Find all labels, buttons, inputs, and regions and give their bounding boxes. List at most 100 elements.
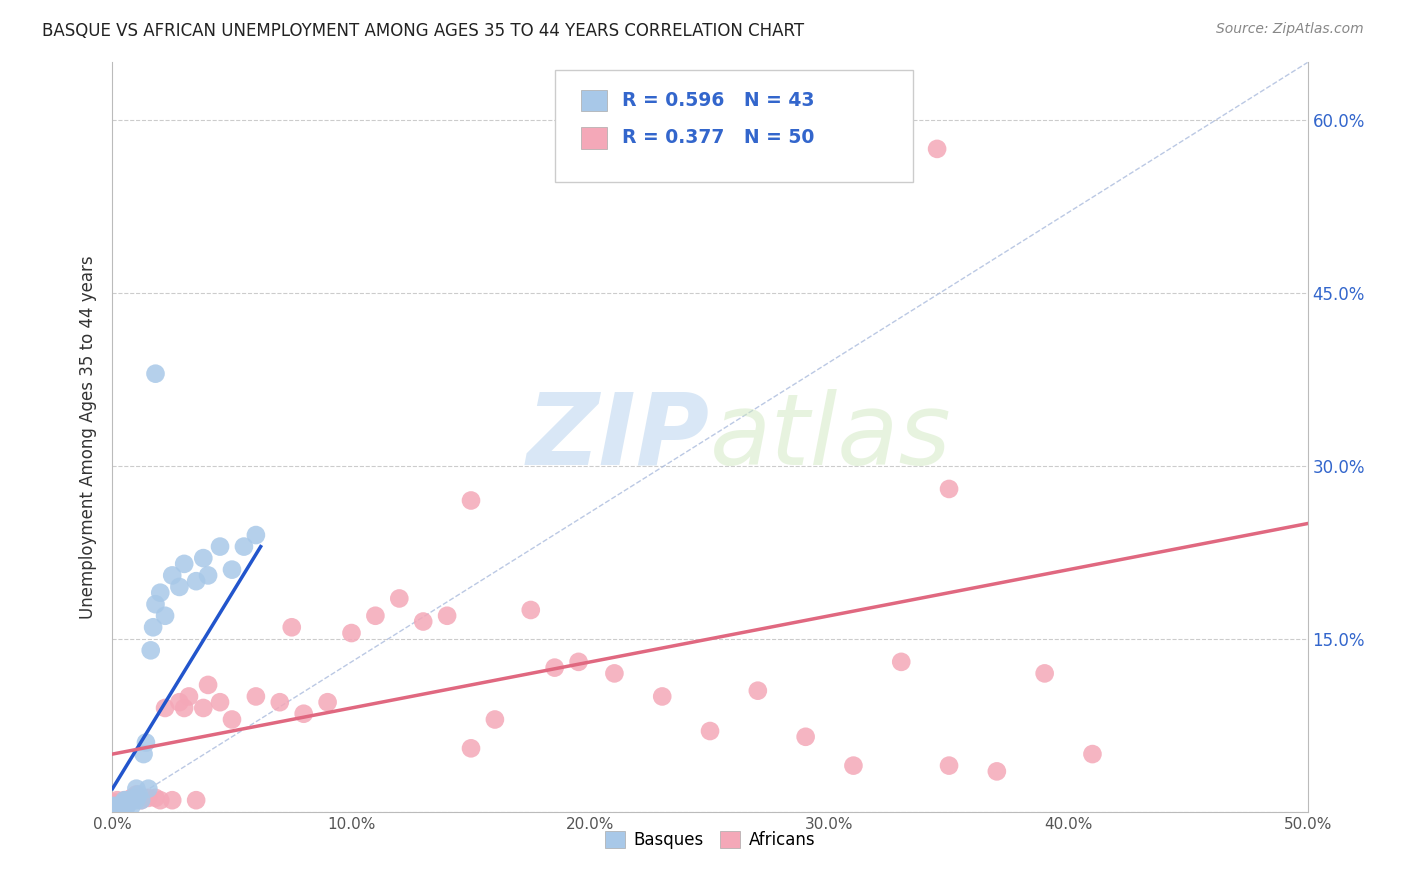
Point [135,735,157,749]
Point [105,805,128,819]
Point [436,608,458,623]
Point [118,796,141,810]
Point [111,797,134,811]
Point [412,615,434,629]
Point [145,790,167,805]
Point [121,790,143,805]
Point [132,747,155,761]
Point [108,802,131,816]
Point [129,793,152,807]
Point [186,574,208,589]
Point [114,797,135,812]
Point [125,788,148,802]
Point [794,730,817,744]
Point [105,800,128,814]
Point [101,799,124,814]
Point [233,540,256,554]
Point [153,608,176,623]
Point [520,603,543,617]
Point [186,793,208,807]
Point [842,758,865,772]
Point [145,597,167,611]
Point [1033,666,1056,681]
Point [221,713,243,727]
Point [115,799,138,814]
Point [162,793,183,807]
Point [104,805,127,819]
Point [269,695,291,709]
Point [177,690,200,704]
Point [121,799,143,814]
Point [938,482,960,496]
Point [364,608,387,623]
Point [193,701,215,715]
Point [138,790,160,805]
Point [197,568,219,582]
Point [603,666,626,681]
Point [105,793,128,807]
Point [149,585,172,599]
Point [114,802,135,816]
Point [162,568,183,582]
Point [138,781,160,796]
Point [221,563,243,577]
Point [543,660,565,674]
Point [111,799,134,814]
Point [111,800,134,814]
Point [139,643,162,657]
Point [568,655,591,669]
Point [104,796,127,810]
Point [101,801,124,815]
Point [340,626,363,640]
Point [118,796,141,810]
Point [149,793,172,807]
Text: R = 0.596   N = 43: R = 0.596 N = 43 [621,91,814,110]
Point [890,655,912,669]
Text: Source: ZipAtlas.com: Source: ZipAtlas.com [1216,22,1364,37]
Point [388,591,411,606]
Point [114,793,135,807]
Point [209,695,232,709]
Point [927,142,949,156]
FancyBboxPatch shape [554,70,914,182]
Point [699,724,721,739]
Point [209,540,232,554]
FancyBboxPatch shape [581,90,607,112]
Point [125,781,148,796]
Point [114,793,135,807]
Point [173,701,195,715]
FancyBboxPatch shape [581,128,607,149]
Point [197,678,219,692]
Point [101,799,124,814]
Point [316,695,339,709]
Point [651,690,673,704]
Point [169,580,191,594]
Point [115,793,138,807]
Text: atlas: atlas [710,389,952,485]
Point [122,790,145,805]
Point [938,758,960,772]
Point [986,764,1008,779]
Point [292,706,315,721]
Point [1081,747,1104,761]
Point [484,713,506,727]
Point [104,801,127,815]
Text: BASQUE VS AFRICAN UNEMPLOYMENT AMONG AGES 35 TO 44 YEARS CORRELATION CHART: BASQUE VS AFRICAN UNEMPLOYMENT AMONG AGE… [42,22,804,40]
Point [281,620,304,634]
Legend: Basques, Africans: Basques, Africans [599,824,821,855]
Point [125,793,148,807]
Point [145,367,167,381]
Text: R = 0.377   N = 50: R = 0.377 N = 50 [621,128,814,147]
Point [173,557,195,571]
Point [108,799,131,814]
Point [193,551,215,566]
Point [153,701,176,715]
Point [142,620,165,634]
Text: ZIP: ZIP [527,389,710,485]
Y-axis label: Unemployment Among Ages 35 to 44 years: Unemployment Among Ages 35 to 44 years [79,255,97,619]
Point [169,695,191,709]
Point [460,741,482,756]
Point [460,493,482,508]
Point [129,793,152,807]
Point [101,805,124,819]
